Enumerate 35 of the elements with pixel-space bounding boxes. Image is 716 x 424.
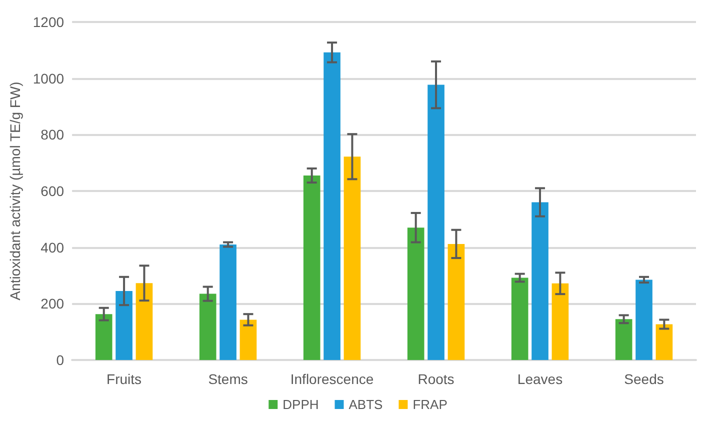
- bar: [428, 84, 444, 360]
- bar: [136, 283, 153, 360]
- y-tick-label: 1200: [32, 14, 64, 30]
- legend-label: DPPH: [282, 397, 319, 412]
- bar: [303, 176, 320, 360]
- x-tick-label: Inflorescence: [290, 371, 374, 387]
- bar: [552, 283, 569, 360]
- y-tick-label: 600: [40, 183, 64, 199]
- bar: [448, 244, 465, 360]
- bar: [656, 324, 673, 360]
- legend-label: FRAP: [412, 397, 448, 412]
- bar: [511, 278, 528, 360]
- bar: [95, 314, 112, 360]
- bar: [532, 202, 548, 360]
- y-tick-label: 1000: [32, 70, 64, 86]
- bar: [344, 156, 361, 360]
- x-tick-label: Stems: [208, 371, 248, 387]
- bar: [199, 294, 216, 360]
- y-tick-label: 200: [40, 296, 64, 312]
- y-tick-label: 800: [40, 126, 64, 143]
- x-tick-label: Seeds: [624, 371, 664, 387]
- y-axis-title: Antioxidant activity (µmol TE/g FW): [7, 82, 23, 300]
- x-tick-label: Fruits: [106, 371, 142, 387]
- bar: [220, 244, 236, 360]
- bar: [636, 280, 652, 360]
- bar: [324, 52, 340, 360]
- y-tick-label: 400: [40, 239, 64, 256]
- legend-label: ABTS: [348, 397, 384, 412]
- x-tick-label: Roots: [418, 371, 454, 387]
- bar: [615, 319, 632, 360]
- bar: [116, 290, 132, 360]
- y-tick-label: 0: [56, 352, 64, 368]
- bar: [407, 228, 424, 360]
- x-tick-label: Leaves: [517, 371, 563, 387]
- bar: [240, 320, 257, 360]
